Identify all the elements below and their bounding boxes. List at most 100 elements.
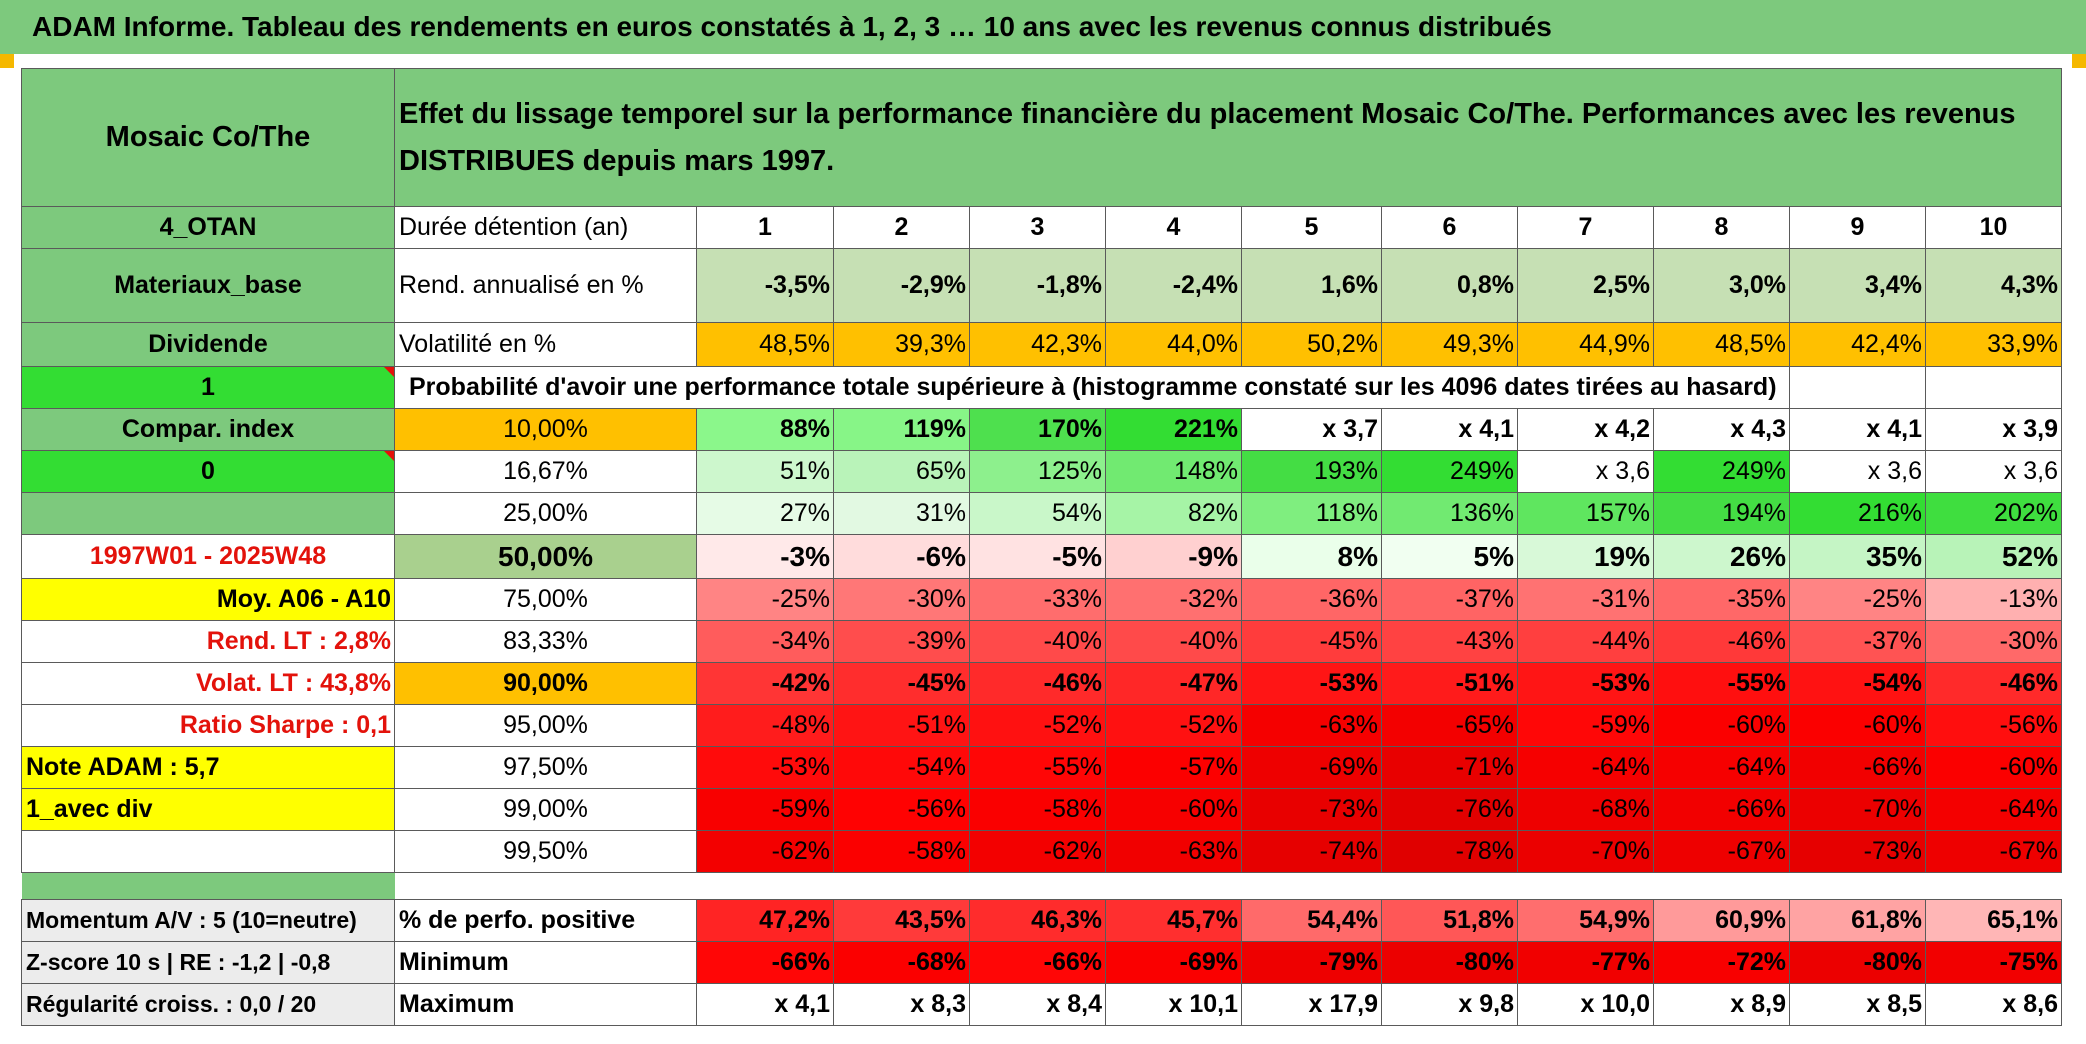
value-cell: 27%	[696, 492, 834, 535]
value-cell: x 4,1	[1789, 408, 1926, 451]
value-cell: -62%	[969, 830, 1106, 873]
value-cell: 249%	[1381, 450, 1518, 493]
year-header-cell: 1	[696, 206, 834, 249]
value-cell: 8%	[1241, 534, 1382, 579]
dividend-label: Dividende	[21, 322, 395, 367]
value-cell: 157%	[1517, 492, 1654, 535]
value-cell: 65,1%	[1925, 899, 2062, 942]
value-cell: 44,9%	[1517, 322, 1654, 367]
value-cell: -51%	[1381, 662, 1518, 705]
year-header-cell: 4	[1105, 206, 1242, 249]
value-cell: x 8,6	[1925, 983, 2062, 1026]
quantile-row: Compar. index 10,00% 88% 119% 170% 221% x 3,7…	[21, 408, 2062, 451]
value-cell: x 3,6	[1925, 450, 2062, 493]
value-cell: 33,9%	[1925, 322, 2062, 367]
value-cell: 82%	[1105, 492, 1242, 535]
minimum-row: Z-score 10 s | RE : -1,2 | -0,8 Minimum …	[21, 941, 2062, 984]
compar-index-label: Compar. index	[21, 408, 395, 451]
value-cell: -44%	[1517, 620, 1654, 663]
value-cell: -63%	[1105, 830, 1242, 873]
value-cell: x 4,1	[1381, 408, 1518, 451]
quantile-row: Note ADAM : 5,7 97,50% -53% -54% -55% -57% -6…	[21, 746, 2062, 789]
year-header-cell: 3	[969, 206, 1106, 249]
value-cell: 193%	[1241, 450, 1382, 493]
quantile-percent-cell: 25,00%	[394, 492, 697, 535]
value-cell: -31%	[1517, 578, 1654, 621]
value-cell: -53%	[1241, 662, 1382, 705]
value-cell: -53%	[1517, 662, 1654, 705]
probability-label: Probabilité d'avoir une performance tota…	[394, 366, 1790, 409]
value-cell: 0,8%	[1381, 248, 1518, 323]
year-header-cell: 6	[1381, 206, 1518, 249]
value-cell: -67%	[1653, 830, 1790, 873]
value-cell: -34%	[696, 620, 834, 663]
value-cell: 118%	[1241, 492, 1382, 535]
group-label: 4_OTAN	[21, 206, 395, 249]
value-cell: -46%	[1653, 620, 1790, 663]
value-cell: -66%	[696, 941, 834, 984]
value-cell: 50,2%	[1241, 322, 1382, 367]
value-cell: -43%	[1381, 620, 1518, 663]
value-cell: -9%	[1105, 534, 1242, 579]
corner-marker-left	[0, 54, 14, 68]
quantile-percent-cell: 90,00%	[394, 662, 697, 705]
value-cell: -55%	[969, 746, 1106, 789]
value-cell: -46%	[969, 662, 1106, 705]
value-cell: -65%	[1381, 704, 1518, 747]
value-cell: -3,5%	[696, 248, 834, 323]
value-cell: 3,4%	[1789, 248, 1926, 323]
value-cell: 42,4%	[1789, 322, 1926, 367]
year-header-cell: 9	[1789, 206, 1926, 249]
value-cell: -66%	[1653, 788, 1790, 831]
value-cell: -36%	[1241, 578, 1382, 621]
report-title: ADAM Informe. Tableau des rendements en …	[0, 0, 2086, 54]
value-cell: 26%	[1653, 534, 1790, 579]
value-cell: -60%	[1105, 788, 1242, 831]
value-cell: -59%	[696, 788, 834, 831]
quantile-row: Rend. LT : 2,8% 83,33% -34% -39% -40% -40% -4…	[21, 620, 2062, 663]
year-header-cell: 5	[1241, 206, 1382, 249]
value-cell: x 3,6	[1517, 450, 1654, 493]
value-cell: -58%	[833, 830, 970, 873]
value-cell: 54,4%	[1241, 899, 1382, 942]
value-cell: x 10,1	[1105, 983, 1242, 1026]
momentum-label: Momentum A/V : 5 (10=neutre)	[21, 899, 395, 942]
value-cell: -2,4%	[1105, 248, 1242, 323]
year-header-cell: 10	[1925, 206, 2062, 249]
value-cell: -66%	[969, 941, 1106, 984]
value-cell: -73%	[1789, 830, 1926, 873]
average-label: Moy. A06 - A10	[21, 578, 395, 621]
quantile-percent-cell: 95,00%	[394, 704, 697, 747]
value-cell: -57%	[1105, 746, 1242, 789]
value-cell: -1,8%	[969, 248, 1106, 323]
value-cell: -56%	[833, 788, 970, 831]
flag-one-cell: 1	[21, 366, 395, 409]
value-cell: -54%	[1789, 662, 1926, 705]
probability-row: 1 Probabilité d'avoir une performance to…	[21, 366, 2062, 409]
quantile-percent-cell: 99,50%	[394, 830, 697, 873]
value-cell: 46,3%	[969, 899, 1106, 942]
value-cell: -78%	[1381, 830, 1518, 873]
value-cell: -42%	[696, 662, 834, 705]
value-cell: -72%	[1653, 941, 1790, 984]
value-cell: x 9,8	[1381, 983, 1518, 1026]
annualized-return-label: Rend. annualisé en %	[394, 248, 697, 323]
corner-marker-right	[2072, 54, 2086, 68]
quantile-percent-cell: 50,00%	[394, 534, 697, 579]
spacer-green-cell	[21, 872, 395, 900]
value-cell: 54,9%	[1517, 899, 1654, 942]
value-cell: 49,3%	[1381, 322, 1518, 367]
value-cell: x 4,2	[1517, 408, 1654, 451]
positive-performance-label: % de perfo. positive	[394, 899, 697, 942]
value-cell: -71%	[1381, 746, 1518, 789]
value-cell: -73%	[1241, 788, 1382, 831]
value-cell: 51,8%	[1381, 899, 1518, 942]
value-cell: -40%	[1105, 620, 1242, 663]
maximum-row: Régularité croiss. : 0,0 / 20 Maximum x …	[21, 983, 2062, 1026]
header-row: Mosaic Co/The Effet du lissage temporel …	[21, 68, 2062, 207]
quantile-row: Moy. A06 - A10 75,00% -25% -30% -33% -32% -36…	[21, 578, 2062, 621]
value-cell: -39%	[833, 620, 970, 663]
flag-zero-cell: 0	[21, 450, 395, 493]
value-cell: 249%	[1653, 450, 1790, 493]
value-cell: 88%	[696, 408, 834, 451]
